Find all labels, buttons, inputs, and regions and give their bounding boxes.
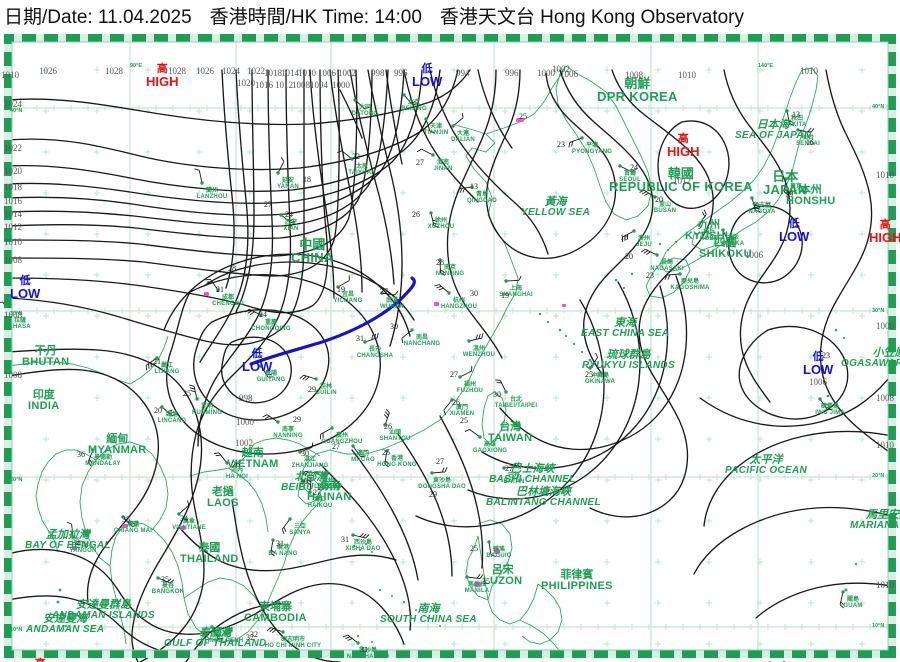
chart-header: 日期/Date: 11.04.2025 香港時間/HK Time: 14:00 … [0, 0, 900, 30]
header-time: 香港時間/HK Time: 14:00 [209, 6, 422, 28]
chart-border [4, 34, 896, 658]
coastlines [7, 65, 858, 662]
station-dots [8, 93, 845, 662]
header-source: 香港天文台 Hong Kong Observatory [439, 6, 745, 28]
surface-pressure-chart[interactable]: 朝鮮 DPR KOREA 韓國 REPUBLIC OF KOREA 中國 CHINA 日本 J… [0, 30, 900, 662]
isobars [7, 69, 893, 662]
header-date: 日期/Date: 11.04.2025 [4, 6, 192, 28]
chart-canvas [0, 34, 896, 662]
station-precip-markers [72, 118, 566, 587]
graticule-ticks [19, 67, 888, 647]
station-plots [0, 94, 845, 644]
warm-front [249, 276, 416, 366]
